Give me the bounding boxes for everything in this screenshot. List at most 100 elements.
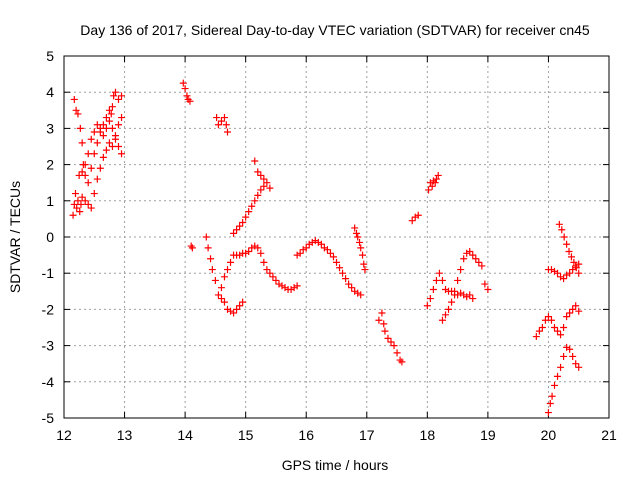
y-tick-label: -1 — [42, 265, 55, 281]
data-point — [260, 175, 268, 183]
y-tick-label: 0 — [46, 229, 54, 245]
data-point — [220, 273, 228, 281]
data-point — [398, 358, 406, 366]
data-point — [387, 338, 395, 346]
data-point — [431, 179, 439, 187]
x-tick-label: 17 — [359, 427, 375, 443]
data-point — [102, 114, 110, 122]
x-tick-label: 20 — [541, 427, 557, 443]
data-point — [569, 266, 577, 274]
data-point — [434, 171, 442, 179]
data-point — [78, 139, 86, 147]
data-point — [183, 92, 191, 100]
data-point — [469, 295, 477, 303]
data-point — [429, 285, 437, 293]
data-point — [184, 95, 192, 103]
data-point — [99, 121, 107, 129]
data-point — [211, 276, 219, 284]
data-point — [423, 302, 431, 310]
data-point — [179, 79, 187, 87]
data-point — [555, 220, 563, 228]
data-point — [224, 266, 231, 274]
data-point — [560, 233, 568, 241]
y-tick-labels: -5 -4 -3 -2 -1 0 1 2 3 4 5 — [42, 48, 55, 426]
data-point — [186, 97, 194, 105]
data-point — [202, 233, 210, 241]
data-point — [93, 175, 101, 183]
data-point — [78, 193, 86, 201]
x-tick-label: 13 — [117, 427, 133, 443]
data-point — [251, 157, 259, 165]
data-point — [569, 352, 577, 360]
data-point — [208, 266, 216, 274]
data-point — [554, 372, 562, 380]
y-tick-label: 4 — [46, 84, 54, 100]
data-point — [384, 334, 392, 342]
data-point — [551, 324, 558, 331]
data-point — [90, 150, 98, 158]
data-point — [69, 211, 77, 219]
data-point — [74, 110, 82, 118]
data-point — [466, 247, 474, 255]
data-point — [560, 352, 568, 360]
data-point — [260, 258, 268, 266]
data-point — [105, 139, 113, 147]
data-points — [69, 79, 583, 417]
data-point — [428, 182, 436, 190]
data-point — [451, 287, 459, 295]
y-tick-label: -3 — [42, 338, 55, 354]
data-point — [99, 153, 107, 161]
data-point — [236, 222, 244, 230]
data-point — [254, 244, 262, 252]
data-point — [478, 262, 486, 270]
data-point — [345, 280, 353, 288]
data-point — [393, 349, 401, 357]
data-point — [77, 200, 85, 208]
x-axis-label: GPS time / hours — [282, 457, 389, 473]
data-point — [390, 342, 398, 350]
data-point — [396, 356, 404, 364]
data-point — [110, 92, 118, 100]
data-point — [242, 213, 250, 221]
data-point — [224, 128, 231, 136]
x-tick-label: 18 — [420, 427, 436, 443]
x-tick-label: 16 — [298, 427, 314, 443]
data-point — [93, 121, 101, 129]
data-point — [575, 269, 583, 277]
data-point — [263, 179, 271, 187]
data-point — [72, 106, 80, 114]
data-point — [566, 309, 574, 317]
data-point — [70, 95, 78, 103]
data-point — [254, 168, 262, 176]
data-point — [551, 381, 558, 389]
data-point — [544, 409, 552, 417]
y-tick-label: -5 — [42, 410, 55, 426]
data-point — [76, 124, 84, 132]
data-point — [248, 202, 256, 210]
data-point — [108, 103, 116, 111]
data-point — [557, 363, 565, 371]
data-point — [481, 280, 489, 288]
data-point — [220, 298, 228, 306]
data-point — [107, 110, 115, 118]
data-point — [70, 200, 78, 208]
data-point — [302, 244, 310, 252]
data-point — [360, 260, 368, 268]
data-point — [187, 242, 195, 250]
data-point — [214, 121, 222, 129]
data-point — [354, 233, 362, 241]
data-point — [296, 249, 304, 257]
data-point — [357, 244, 365, 252]
data-point — [266, 184, 274, 192]
data-point — [547, 316, 555, 324]
data-point — [563, 240, 571, 248]
data-point — [359, 251, 367, 259]
data-point — [575, 363, 583, 371]
data-point — [239, 219, 247, 227]
data-point — [81, 171, 89, 179]
data-point — [217, 295, 225, 303]
y-tick-label: 1 — [46, 193, 54, 209]
data-point — [351, 224, 359, 232]
data-point — [469, 251, 477, 259]
y-tick-label: 3 — [46, 120, 54, 136]
